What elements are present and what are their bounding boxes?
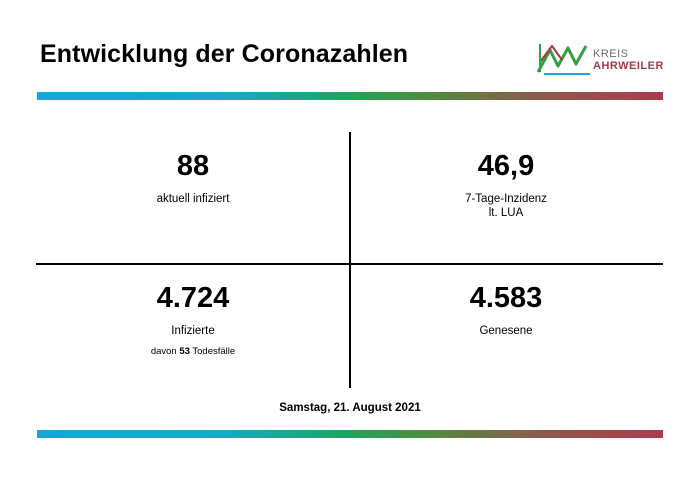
- page-title: Entwicklung der Coronazahlen: [40, 40, 409, 68]
- stat-deaths-note: davon 53 Todesfälle: [43, 346, 343, 358]
- stat-value: 4.724: [156, 282, 230, 314]
- logo-text-line2: AHRWEILER: [593, 60, 664, 72]
- stat-value: 46,9: [477, 150, 535, 182]
- stat-total-infected: 4.724 Infizierte davon 53 Todesfälle: [43, 282, 343, 358]
- kreis-ahrweiler-logo: KREIS AHRWEILER: [536, 42, 664, 76]
- stat-label: Infizierte: [171, 325, 215, 337]
- stat-label-line1: 7-Tage-Inzidenz: [465, 193, 547, 205]
- stat-value: 88: [176, 150, 210, 182]
- stat-value: 4.583: [469, 282, 543, 314]
- logo-mark-icon: [536, 44, 590, 75]
- top-gradient-bar: [37, 92, 663, 100]
- stat-infected-now: 88 aktuell infiziert: [43, 150, 343, 206]
- stat-label: Genesene: [479, 325, 533, 337]
- stat-recovered: 4.583 Genesene: [356, 282, 656, 338]
- deaths-value: 53: [179, 346, 190, 357]
- logo-text-line1: KREIS: [593, 48, 629, 60]
- bottom-gradient-bar: [37, 430, 663, 438]
- stat-incidence: 46,9 7-Tage-Inzidenz lt. LUA: [356, 150, 656, 220]
- stat-label-line2: lt. LUA: [488, 207, 524, 219]
- stat-label: aktuell infiziert: [156, 193, 230, 205]
- vertical-divider: [349, 132, 351, 388]
- stat-label: 7-Tage-Inzidenz lt. LUA: [356, 192, 656, 220]
- horizontal-divider: [36, 263, 663, 265]
- report-date: Samstag, 21. August 2021: [279, 402, 421, 414]
- deaths-prefix: davon: [150, 346, 177, 357]
- deaths-suffix: Todesfälle: [192, 346, 236, 357]
